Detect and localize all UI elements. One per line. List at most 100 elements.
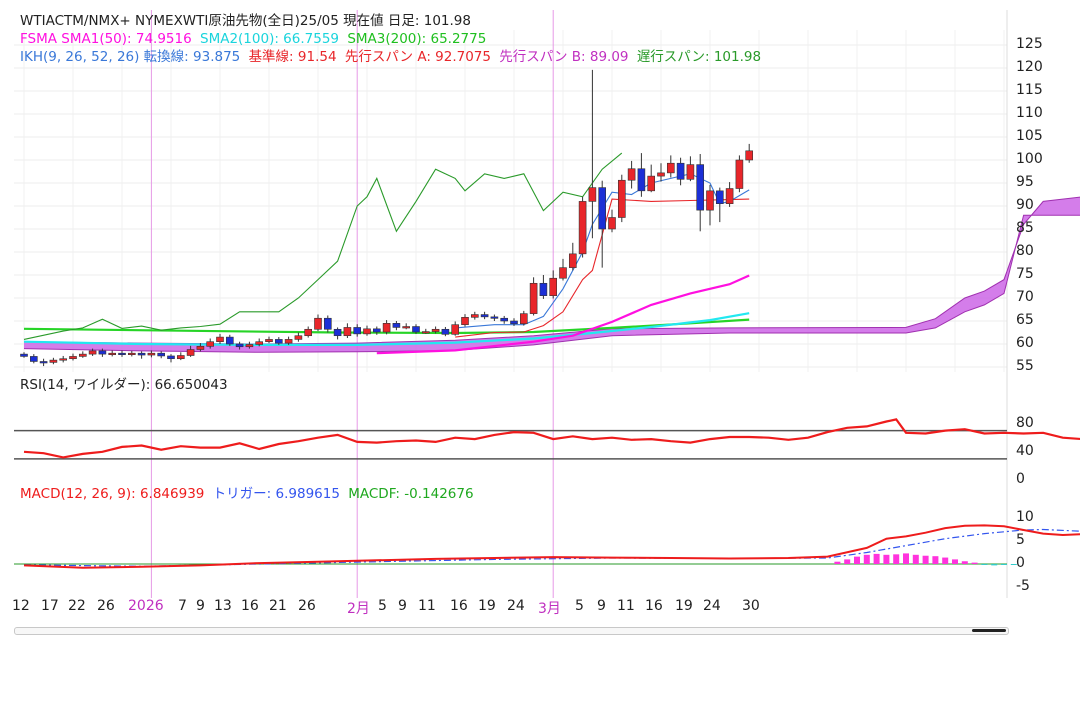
macdf-histogram-bar [873, 553, 880, 564]
price-y-tick-label: 105 [1016, 128, 1043, 144]
legend-trigger: トリガー: 6.989615 [212, 486, 340, 502]
x-tick-label: 12 [12, 598, 30, 614]
candle-body [657, 172, 665, 177]
macdf-histogram-bar [912, 554, 919, 564]
candle-body [274, 339, 283, 344]
macdf-histogram-bar [1010, 564, 1017, 565]
candle-body [39, 361, 48, 364]
rsi-line [23, 418, 1080, 459]
candle-body [304, 328, 313, 337]
candle-body [157, 352, 165, 357]
candle-body [519, 313, 528, 325]
macdf-histogram-bar [1001, 564, 1007, 565]
macdf-histogram-bar [961, 561, 968, 564]
candle-body [549, 277, 558, 297]
price-y-tick-label: 85 [1016, 220, 1034, 236]
candle-body [314, 317, 322, 330]
macdf-histogram-bar [942, 557, 949, 564]
candle-body [627, 168, 636, 181]
candle-body [226, 336, 234, 345]
candle-body [294, 335, 303, 340]
price-y-tick-label: 115 [1016, 82, 1043, 98]
candle-body [402, 326, 411, 329]
candle-body [79, 353, 87, 357]
x-tick-label: 11 [418, 598, 436, 614]
macdf-histogram-bar [932, 556, 939, 564]
candle-body [20, 353, 28, 357]
legend-kijun: 基準線: 91.54 [248, 49, 337, 65]
chikou-span-line [23, 152, 623, 340]
candle-body [470, 314, 479, 318]
x-tick-label: 19 [478, 598, 496, 614]
candle-body [510, 320, 518, 325]
candle-body [245, 344, 254, 348]
candle-body [235, 343, 244, 348]
x-tick-label: 16 [450, 598, 468, 614]
candle-body [206, 341, 214, 347]
candle-body [725, 188, 734, 205]
candle-body [196, 345, 205, 350]
candle-body [216, 336, 224, 343]
candle-body [88, 350, 97, 355]
rsi-legend: RSI(14, ワイルダー): 66.650043 [20, 377, 232, 394]
rsi-y-tick-label: 40 [1016, 442, 1034, 459]
macdf-histogram-bar [981, 564, 988, 565]
legend-chikou: 遅行スパン: 101.98 [636, 49, 762, 65]
x-tick-label: 26 [298, 598, 316, 614]
sma1-line [376, 274, 750, 355]
scrollbar-thumb[interactable] [972, 629, 1006, 632]
sma-legend: FSMA SMA1(50): 74.9516 SMA2(100): 66.755… [20, 31, 490, 48]
candle-body [29, 356, 38, 362]
candle-body [529, 282, 538, 314]
candle-body [343, 327, 352, 337]
macd-y-tick-label: -5 [1016, 578, 1030, 594]
legend-macdf: MACDF: -0.142676 [348, 486, 474, 502]
candle-body [431, 328, 440, 332]
candle-body [137, 352, 146, 356]
x-tick-label: 16 [645, 598, 663, 614]
x-tick-label: 5 [378, 598, 387, 614]
x-tick-label: 26 [97, 598, 115, 614]
candle-body [617, 179, 626, 218]
rsi-y-tick-label: 0 [1016, 471, 1025, 487]
macdf-histogram-bar [991, 564, 998, 566]
legend-span-b: 先行スパン B: 89.09 [499, 49, 629, 65]
macd-legend: MACD(12, 26, 9): 6.846939 トリガー: 6.989615… [20, 486, 478, 503]
candle-body [177, 355, 185, 360]
candle-body [539, 282, 548, 296]
macdf-histogram-bar [893, 554, 900, 564]
chart-scrollbar[interactable] [14, 627, 1009, 635]
x-tick-label: 7 [178, 598, 187, 614]
x-tick-label: 16 [241, 598, 259, 614]
candle-body [372, 328, 381, 333]
price-y-tick-label: 75 [1016, 266, 1034, 282]
candle-body [49, 359, 58, 363]
candle-body [353, 327, 362, 335]
price-y-tick-label: 120 [1016, 59, 1043, 75]
candle-body [706, 190, 714, 211]
candle-body [745, 150, 754, 161]
x-tick-label: 24 [703, 598, 721, 614]
rsi-y-tick-label: 80 [1016, 414, 1034, 431]
price-y-tick-label: 80 [1016, 243, 1034, 259]
legend-sma1: FSMA SMA1(50): 74.9516 [20, 31, 192, 47]
x-tick-label: 9 [597, 598, 606, 614]
candle-body [363, 328, 371, 335]
macdf-histogram-bar [844, 559, 851, 564]
x-tick-label: 17 [41, 598, 59, 614]
candle-body [666, 162, 675, 174]
candle-body [392, 322, 401, 328]
legend-macd: MACD(12, 26, 9): 6.846939 [20, 486, 205, 502]
candle-body [735, 159, 744, 189]
price-y-tick-label: 55 [1016, 358, 1034, 374]
candle-body [333, 328, 342, 337]
candle-body [559, 267, 567, 279]
legend-title: WTIACTM/NMX+ NYMEXWTI原油先物(全日)25/05 現在値 日… [20, 13, 471, 29]
macdf-histogram-bar [903, 553, 909, 564]
macd-trigger-line [23, 528, 1080, 567]
macdf-histogram-bar [952, 559, 958, 564]
x-tick-label: 3月 [538, 601, 561, 617]
macdf-histogram-bar [834, 561, 841, 564]
